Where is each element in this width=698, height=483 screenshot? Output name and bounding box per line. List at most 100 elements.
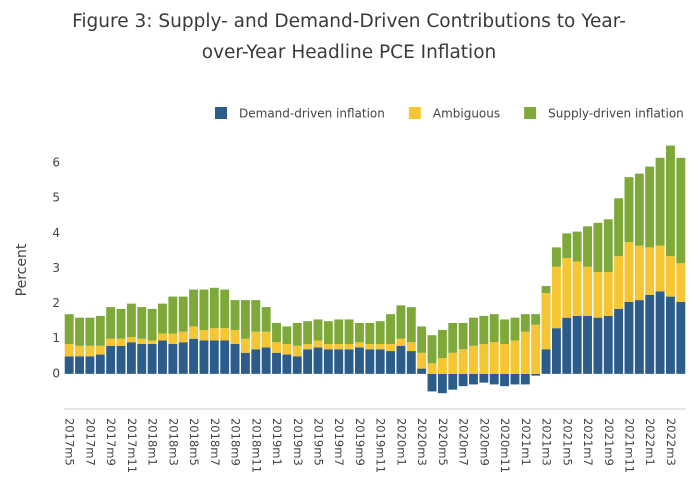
x-tick-label: 2018m3: [166, 418, 180, 466]
bar-segment: [386, 344, 396, 352]
y-tick-label: 1: [52, 331, 60, 345]
bar-segment: [106, 307, 116, 339]
bar-segment: [282, 354, 292, 374]
bar-segment: [645, 294, 655, 374]
y-tick-label: 3: [52, 261, 60, 275]
bar-segment: [251, 300, 261, 332]
bar-segment: [365, 344, 375, 350]
bar-segment: [240, 338, 250, 353]
x-tick-label: 2018m5: [187, 418, 201, 466]
bar-segment: [479, 344, 489, 374]
bar-segment: [261, 347, 271, 374]
bar-segment: [458, 373, 468, 387]
bar-segment: [375, 321, 385, 345]
bar-segment: [531, 324, 541, 374]
bar-segment: [168, 333, 178, 345]
bar-segment: [489, 373, 499, 385]
y-tick-label: 6: [52, 156, 60, 170]
x-tick-label: 2021m5: [560, 418, 574, 466]
bar-segment: [230, 329, 240, 345]
bar-segment: [220, 289, 230, 329]
bar-segment: [583, 226, 592, 267]
bar-segment: [614, 198, 624, 257]
bar-segment: [396, 345, 406, 374]
bar-segment: [655, 291, 665, 374]
bar-segment: [85, 356, 95, 374]
bar-segment: [375, 344, 385, 350]
x-tick-label: 2017m9: [104, 418, 118, 466]
bar-segment: [427, 335, 437, 364]
x-tick-label: 2020m1: [394, 418, 408, 466]
bar-segment: [75, 345, 85, 357]
x-tick-label: 2020m3: [415, 418, 429, 466]
bar-segment: [583, 315, 592, 374]
bar-segment: [303, 344, 313, 350]
bar-segment: [189, 338, 199, 374]
bar-segment: [427, 363, 437, 374]
bar-segment: [64, 344, 74, 357]
bar-segment: [116, 338, 126, 346]
bar-segment: [593, 222, 603, 272]
bar-segment: [634, 245, 644, 301]
bar-segment: [665, 296, 675, 374]
bar-segment: [624, 177, 634, 243]
bar-segment: [634, 300, 644, 374]
y-tick-label: 5: [52, 191, 60, 205]
bar-segment: [406, 342, 416, 352]
bar-segment: [469, 373, 478, 385]
bar-segment: [437, 358, 447, 374]
bar-segment: [220, 328, 230, 341]
bar-segment: [116, 308, 126, 339]
x-tick-label: 2021m3: [540, 418, 554, 466]
x-tick-label: 2020m7: [457, 418, 471, 466]
bar-segment: [510, 317, 520, 341]
bar-segment: [500, 319, 510, 345]
bar-segment: [158, 333, 167, 341]
bar-segment: [85, 345, 95, 357]
x-tick-label: 2019m9: [353, 418, 367, 466]
bar-segment: [344, 349, 354, 374]
bar-segment: [106, 345, 116, 374]
legend-swatch: [215, 107, 227, 119]
bar-segment: [375, 349, 385, 374]
bar-segment: [572, 315, 582, 374]
bar-segment: [168, 296, 178, 334]
bar-segment: [95, 345, 105, 355]
bar-segment: [334, 319, 344, 345]
bar-segment: [489, 314, 499, 343]
bar-segment: [209, 287, 219, 329]
bar-segment: [624, 301, 634, 374]
bar-segment: [137, 344, 147, 374]
bar-segment: [665, 145, 675, 257]
bar-segment: [365, 322, 375, 345]
bar-segment: [323, 321, 333, 345]
x-tick-label: 2021m9: [602, 418, 616, 466]
bar-segment: [562, 257, 572, 318]
x-tick-label: 2021m11: [622, 418, 636, 473]
bar-segment: [406, 351, 416, 374]
bar-segment: [489, 342, 499, 374]
bar-segment: [479, 315, 489, 345]
bar-segment: [396, 305, 406, 339]
bar-segment: [292, 322, 302, 346]
bar-segment: [137, 307, 147, 339]
bar-segment: [510, 373, 520, 385]
bar-segment: [593, 272, 603, 318]
bar-segment: [603, 272, 613, 316]
bar-segment: [303, 349, 313, 374]
bar-segment: [272, 322, 281, 343]
bar-segment: [541, 286, 551, 294]
bar-segment: [75, 356, 85, 374]
bar-segment: [323, 344, 333, 350]
bar-segment: [458, 349, 468, 374]
bar-segment: [614, 256, 624, 309]
bar-segment: [292, 345, 302, 357]
bar-segment: [199, 329, 209, 341]
bar-segment: [448, 352, 458, 374]
bar-segment: [334, 349, 344, 374]
bar-segment: [272, 342, 281, 353]
bar-segment: [448, 322, 458, 353]
bar-segment: [126, 342, 136, 374]
bar-segment: [562, 233, 572, 258]
